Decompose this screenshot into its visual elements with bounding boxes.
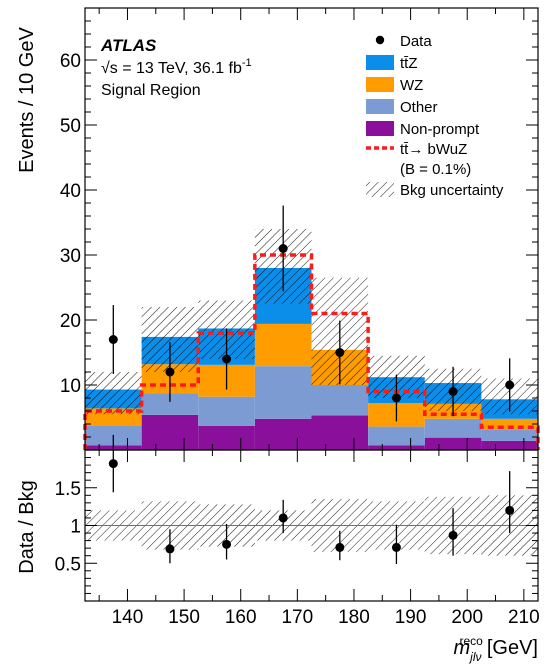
legend-label-wz: WZ: [400, 77, 423, 94]
bar-non-prompt: [424, 437, 482, 450]
bkg-uncertainty-bin: [85, 372, 142, 415]
ratio-point: [165, 544, 175, 554]
legend-label-bkg-unc: Bkg uncertainty: [400, 182, 504, 199]
atlas-label: ATLAS: [100, 36, 157, 55]
ratio-y-axis: 0.5 1 1.5: [55, 449, 538, 602]
x-tick-label: 190: [395, 607, 427, 628]
ratio-points: [108, 434, 515, 565]
y-tick-label: 20: [60, 311, 81, 332]
data-point: [222, 354, 232, 364]
data-point: [108, 335, 118, 344]
x-tick-label: 180: [338, 607, 370, 628]
ratio-y-tick-label: 1.5: [55, 479, 81, 500]
ratio-y-tick-label: 0.5: [55, 554, 81, 575]
x-axis: 140 150 160 170 180 190 200 210: [98, 450, 540, 628]
bar-other: [254, 366, 312, 419]
bar-wz: [481, 418, 538, 430]
ratio-point: [505, 505, 515, 515]
bar-other: [368, 426, 425, 446]
bar-other: [141, 393, 199, 415]
legend-marker-data: [375, 35, 385, 45]
y-tick-label: 40: [60, 181, 81, 202]
ratio-point: [278, 513, 288, 523]
legend-label-ttz: tt̄Z: [400, 55, 418, 72]
y-tick-label: 60: [60, 51, 81, 72]
signal-histogram: [83, 253, 540, 450]
x-tick-label: 210: [508, 607, 540, 628]
legend-label-signal: tt̄→ bWuZ: [400, 141, 467, 158]
legend-swatch-ttz: [366, 55, 394, 70]
ratio-point: [108, 459, 118, 469]
data-point: [165, 367, 175, 377]
bar-non-prompt: [481, 440, 538, 450]
legend-label-data: Data: [400, 33, 432, 50]
region-label: Signal Region: [101, 82, 201, 99]
x-axis-label: mjlνreco [GeV]: [454, 634, 539, 664]
y-tick-label: 30: [60, 246, 81, 267]
ratio-point: [448, 530, 458, 540]
bar-wz: [254, 323, 312, 367]
data-point: [335, 348, 345, 357]
x-tick-label: 140: [112, 607, 144, 628]
bar-other: [481, 429, 538, 441]
y-tick-label: 10: [60, 376, 81, 397]
main-x-ticks: [98, 8, 525, 450]
data-point: [505, 380, 515, 390]
legend-swatch-bkg-unc: [366, 182, 394, 197]
data-point: [391, 393, 401, 403]
bar-other: [198, 396, 255, 426]
legend-swatch-nonprompt: [366, 121, 394, 136]
ratio-point: [391, 542, 401, 552]
bar-non-prompt: [254, 418, 312, 450]
main-y-axis: 10 20 30 40 50 60: [60, 7, 538, 451]
legend-label-other: Other: [400, 99, 438, 116]
x-tick-label: 150: [168, 607, 200, 628]
bar-other: [424, 418, 482, 438]
bar-non-prompt: [368, 445, 425, 450]
legend: Data tt̄Z WZ Other Non-prompt tt̄→ bWuZ …: [366, 33, 504, 199]
legend-label-nonprompt: Non-prompt: [400, 121, 480, 138]
legend-swatch-wz: [366, 77, 394, 92]
bar-non-prompt: [311, 415, 369, 450]
signal-step-line: [83, 253, 540, 450]
x-tick-label: 170: [281, 607, 313, 628]
x-tick-label: 160: [225, 607, 257, 628]
bar-other: [311, 385, 369, 416]
ratio-y-tick-label: 1: [70, 517, 81, 538]
x-tick-label: 200: [451, 607, 483, 628]
energy-lumi-label: √s = 13 TeV, 36.1 fb-1: [101, 57, 252, 77]
data-point: [448, 387, 458, 396]
ratio-panel: 0.5 1 1.5 140 150 160 170 180 190 200 210 Data / …: [16, 434, 540, 664]
legend-label-signal-br: (B = 0.1%): [400, 161, 471, 178]
data-points: [108, 205, 515, 422]
ratio-point: [222, 539, 232, 549]
ratio-y-axis-label: Data / Bkg: [16, 480, 38, 573]
bar-non-prompt: [141, 414, 199, 450]
bar-non-prompt: [198, 425, 255, 450]
main-y-axis-label: Events / 10 GeV: [16, 27, 38, 173]
main-panel: 10 20 30 40 50 60 Events / 10 GeV ATLAS √s = …: [16, 7, 540, 451]
ratio-point: [335, 542, 345, 552]
y-tick-label: 50: [60, 116, 81, 137]
legend-swatch-other: [366, 99, 394, 114]
data-point: [278, 244, 288, 253]
